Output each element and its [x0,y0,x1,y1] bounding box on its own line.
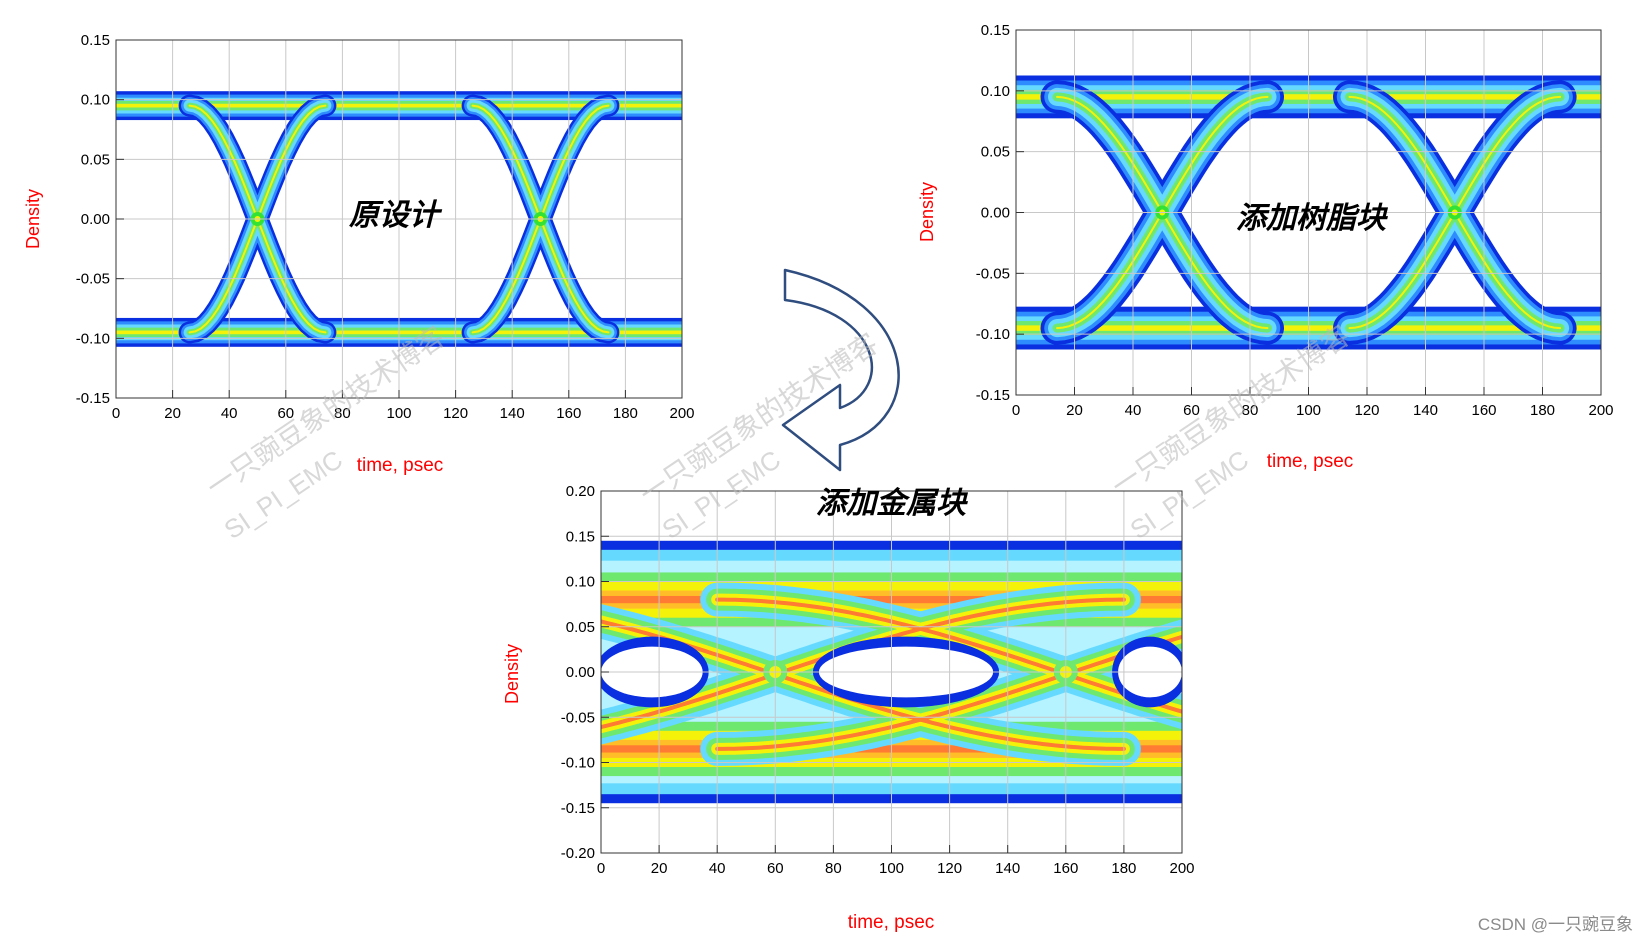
x-tick-label: 140 [1413,402,1438,419]
chart-annotation: 原设计 [349,198,443,233]
watermark-layer: 一只豌豆象的技术博客 SI_PI_EMC 一只豌豆象的技术博客 SI_PI_EM… [201,320,1355,545]
y-tick-label: 0.20 [566,483,595,500]
y-tick-label: -0.15 [976,387,1010,404]
y-tick-label: 0.10 [81,92,110,109]
x-tick-label: 200 [1588,402,1613,419]
x-tick-labels: 0 20 40 60 80 100 120 140 160 180 200 [1012,402,1614,419]
x-tick-label: 60 [767,860,784,877]
x-tick-label: 0 [112,405,120,422]
x-tick-label: 40 [709,860,726,877]
x-tick-label: 160 [556,405,581,422]
footer-credit: CSDN @一只豌豆象 [1477,915,1633,934]
x-tick-label: 200 [669,405,694,422]
y-tick-label: 0.15 [566,528,595,545]
x-tick-label: 100 [386,405,411,422]
x-tick-label: 120 [937,860,962,877]
x-tick-label: 180 [1111,860,1136,877]
x-tick-label: 80 [825,860,842,877]
y-tick-labels: 0.15 0.10 0.05 0.00 -0.05 -0.10 -0.15 [76,32,110,407]
y-tick-label: 0.15 [81,32,110,49]
y-tick-label: 0.00 [981,205,1010,222]
eye-diagram-metal-block: 0 20 40 60 80 100 120 140 160 180 200 0.20 0.15 0.10… [502,483,1195,933]
x-tick-label: 80 [334,405,351,422]
x-axis-label: time, psec [1267,451,1354,472]
y-tick-labels: 0.15 0.10 0.05 0.00 -0.05 -0.10 -0.15 [976,22,1010,404]
x-axis-label: time, psec [357,455,444,476]
x-tick-label: 40 [1125,402,1142,419]
x-tick-label: 80 [1242,402,1259,419]
y-tick-label: -0.15 [561,800,595,817]
y-tick-label: -0.15 [76,390,110,407]
y-tick-label: -0.05 [561,709,595,726]
y-tick-label: 0.05 [566,619,595,636]
y-tick-label: 0.05 [81,151,110,168]
curved-arrow-icon [781,268,900,472]
eye-diagram-resin-block: 0 20 40 60 80 100 120 140 160 180 200 0.15 0.10 0.05… [917,22,1614,472]
y-tick-label: 0.00 [566,664,595,681]
y-tick-label: 0.15 [981,22,1010,39]
y-tick-label: 0.05 [981,144,1010,161]
y-tick-labels: 0.20 0.15 0.10 0.05 0.00 -0.05 -0.10 -0.15 -0.20 [561,483,595,862]
x-tick-label: 0 [597,860,605,877]
y-tick-label: 0.00 [81,211,110,228]
y-tick-label: -0.10 [76,330,110,347]
y-tick-label: -0.05 [76,271,110,288]
x-tick-label: 100 [1296,402,1321,419]
x-tick-label: 180 [1530,402,1555,419]
x-tick-label: 160 [1053,860,1078,877]
plot-frame [600,490,1183,854]
y-tick-label: -0.10 [976,326,1010,343]
y-tick-label: 0.10 [981,83,1010,100]
x-tick-label: 60 [277,405,294,422]
x-tick-label: 140 [500,405,525,422]
x-axis-label: time, psec [848,912,935,933]
eye-diagram-original: 0 20 40 60 80 100 120 140 160 180 200 0.15 0.10 0.05… [23,32,695,476]
x-tick-labels: 0 20 40 60 80 100 120 140 160 180 200 [597,860,1195,877]
x-tick-label: 40 [221,405,238,422]
y-tick-label: 0.10 [566,574,595,591]
y-tick-label: -0.05 [976,265,1010,282]
x-tick-labels: 0 20 40 60 80 100 120 140 160 180 200 [112,405,695,422]
x-tick-label: 100 [879,860,904,877]
plot-frame [1015,29,1602,396]
x-tick-label: 160 [1471,402,1496,419]
x-tick-label: 0 [1012,402,1020,419]
chart-annotation: 添加树脂块 [1236,201,1389,236]
plot-frame [115,39,683,399]
x-tick-label: 180 [613,405,638,422]
x-tick-label: 20 [164,405,181,422]
y-tick-label: -0.10 [561,755,595,772]
x-tick-label: 60 [1183,402,1200,419]
y-axis-label: Density [502,644,522,704]
chart-annotation: 添加金属块 [816,486,969,521]
y-axis-label: Density [23,189,43,249]
x-tick-label: 20 [651,860,668,877]
x-tick-label: 20 [1066,402,1083,419]
x-tick-label: 140 [995,860,1020,877]
x-tick-label: 200 [1169,860,1194,877]
x-tick-label: 120 [1354,402,1379,419]
x-tick-label: 120 [443,405,468,422]
y-axis-label: Density [917,182,937,242]
y-tick-label: -0.20 [561,845,595,862]
